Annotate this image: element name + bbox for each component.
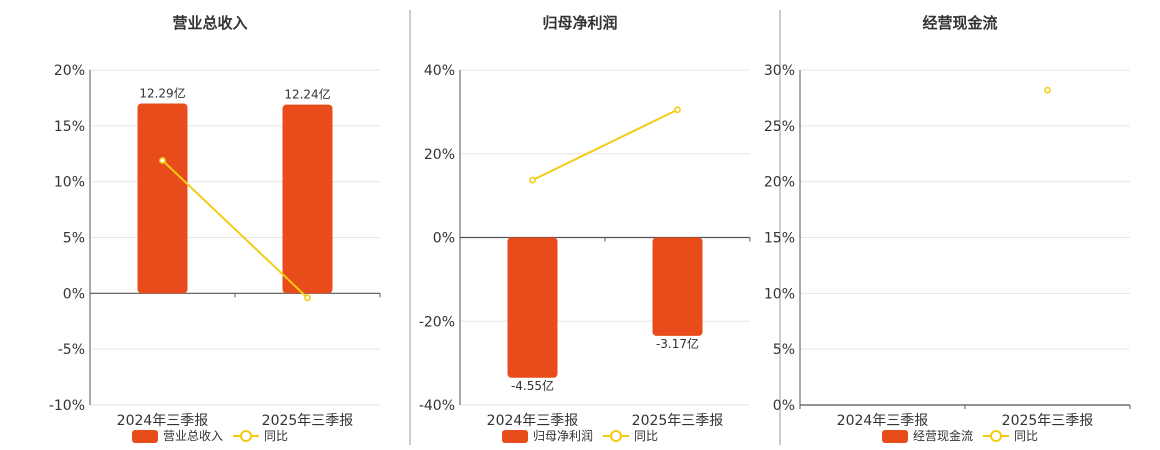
legend-bar-label: 营业总收入	[163, 429, 223, 443]
y-tick-label: 15%	[54, 119, 85, 135]
legend-line-marker	[990, 430, 1002, 442]
bar	[652, 237, 703, 336]
legend-line-label: 同比	[1014, 429, 1038, 443]
x-tick-label: 2025年三季报	[632, 413, 724, 429]
y-tick-label: -5%	[58, 342, 85, 358]
bar	[507, 237, 558, 378]
yoy-point	[1044, 86, 1051, 94]
y-tick-label: 25%	[764, 119, 795, 135]
y-tick-label: 10%	[764, 286, 795, 302]
yoy-point	[529, 176, 536, 184]
y-tick-label: 20%	[764, 175, 795, 191]
legend-bar-swatch	[502, 430, 528, 443]
legend-bar-swatch	[882, 430, 908, 443]
y-tick-label: 15%	[764, 231, 795, 247]
x-tick-label: 2024年三季报	[837, 413, 929, 429]
y-tick-label: 0%	[63, 286, 85, 302]
y-tick-label: -40%	[419, 398, 455, 414]
y-tick-label: 20%	[54, 63, 85, 79]
yoy-line	[532, 108, 678, 182]
yoy-point	[304, 294, 311, 302]
y-tick-label: -10%	[49, 398, 85, 414]
y-tick-label: 40%	[424, 63, 455, 79]
chart-panel-2: 归母净利润 40% 20% 0% -20% -40% 2024年三季报 2025年三季报 -4.…	[419, 14, 751, 443]
legend-line-marker	[240, 430, 252, 442]
x-tick-label: 2024年三季报	[117, 413, 209, 429]
y-tick-label: 0%	[433, 231, 455, 247]
y-tick-label: 10%	[54, 175, 85, 191]
y-tick-label: 0%	[773, 398, 795, 414]
chart-title: 归母净利润	[542, 14, 617, 32]
chart-panel-3: 经营现金流 30% 25% 20% 15% 10% 5% 0% 2024年三季报 2025年三季报…	[764, 14, 1131, 443]
y-tick-label: 30%	[764, 63, 795, 79]
legend-bar-label: 经营现金流	[913, 428, 973, 443]
legend-line-label: 同比	[264, 429, 288, 443]
x-tick-label: 2025年三季报	[1002, 413, 1094, 429]
x-tick-label: 2025年三季报	[262, 413, 354, 429]
bar	[137, 103, 188, 294]
x-tick-label: 2024年三季报	[487, 413, 579, 429]
legend-line-marker	[610, 430, 622, 442]
bar	[282, 104, 333, 294]
legend-line-label: 同比	[634, 429, 658, 443]
y-tick-label: 5%	[63, 231, 85, 247]
yoy-point	[159, 157, 166, 164]
y-tick-label: 5%	[773, 342, 795, 358]
y-tick-label: 20%	[424, 147, 455, 163]
legend-bar-swatch	[132, 430, 158, 443]
legend-bar-label: 归母净利润	[533, 429, 593, 443]
bar-data-label: 12.29亿	[139, 86, 185, 101]
bar-data-label: -3.17亿	[656, 336, 699, 351]
bar-data-label: -4.55亿	[511, 378, 554, 393]
chart-title: 营业总收入	[172, 14, 247, 32]
yoy-point	[674, 106, 681, 114]
chart-title: 经营现金流	[922, 14, 997, 32]
chart-panel-1: 营业总收入 20% 15% 10% 5% 0% -5% -10% 2024年三季报 2025年三季…	[49, 14, 381, 443]
yoy-line	[161, 159, 309, 299]
y-tick-label: -20%	[419, 314, 455, 330]
bar-data-label: 12.24亿	[284, 87, 330, 102]
